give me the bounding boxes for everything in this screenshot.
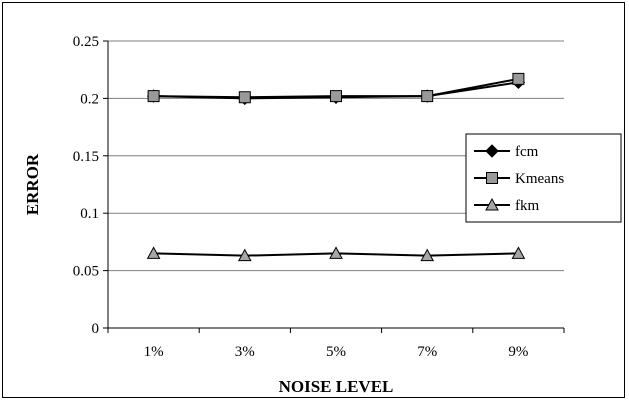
legend-item-fcm: fcm [474,144,539,160]
square-point [330,90,342,103]
square-point [421,90,434,103]
triangle-legend-marker [485,197,499,211]
legend-label: fkm [515,198,539,214]
square-point [512,72,525,85]
square-point [147,90,160,103]
x-tick-label: 5% [326,344,346,360]
axes [103,40,565,333]
legend: fcm Kmeans fkm [465,133,622,223]
x-tick-label: 9% [508,344,528,360]
triangle-point [511,246,526,259]
y-tick-labels: 0 0.05 0.1 0.15 0.2 0.25 [73,34,99,337]
x-tick-labels: 1% 3% 5% 7% 9% [144,344,529,360]
triangle-point [329,246,343,259]
y-tick-label: 0.2 [80,91,99,107]
y-tick-label: 0 [92,321,100,337]
legend-label: Kmeans [515,171,564,187]
series [146,72,526,262]
x-axis-title: NOISE LEVEL [279,377,394,396]
y-tick-label: 0.15 [73,149,99,165]
square-legend-marker [486,172,498,184]
x-tick-label: 7% [417,344,437,360]
legend-item-fkm: fkm [474,197,539,214]
chart-frame: 0 0.05 0.1 0.15 0.2 0.25 1% 3% 5% 7% 9% ERROR NOI… [2,2,625,398]
legend-label: fcm [515,144,539,160]
x-tick-label: 1% [144,344,164,360]
square-point [238,91,251,104]
y-axis-title: ERROR [23,153,42,215]
y-tick-label: 0.05 [73,264,99,280]
series-fkm [146,246,526,262]
triangle-point [146,246,161,259]
y-tick-label: 0.25 [73,34,99,50]
triangle-point [237,248,252,262]
line-chart: 0 0.05 0.1 0.15 0.2 0.25 1% 3% 5% 7% 9% ERROR NOI… [23,34,622,396]
x-tick-label: 3% [235,344,255,360]
legend-items: fcm Kmeans fkm [474,144,564,214]
triangle-point [420,248,435,262]
y-tick-label: 0.1 [80,206,99,222]
legend-item-kmeans: Kmeans [474,171,564,187]
diamond-legend-marker [485,144,499,158]
series-kmeans [147,72,525,104]
